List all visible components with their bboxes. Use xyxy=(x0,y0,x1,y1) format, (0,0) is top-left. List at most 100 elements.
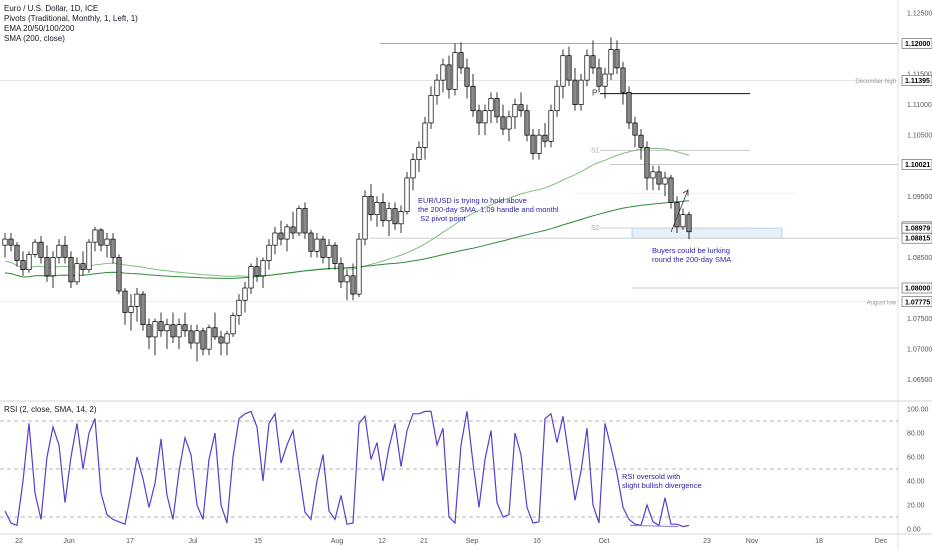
candle-body xyxy=(578,79,584,105)
time-tick: Jun xyxy=(63,538,74,545)
candle-body xyxy=(128,306,134,313)
candle-body xyxy=(524,110,530,136)
time-tick: Aug xyxy=(331,538,344,545)
candle-body xyxy=(116,257,122,292)
candle-body xyxy=(254,266,260,277)
candle-body xyxy=(176,324,182,338)
candle-body xyxy=(200,330,206,350)
candle-body xyxy=(668,177,674,203)
candle-body xyxy=(500,116,506,130)
candle-body xyxy=(470,85,476,112)
price-label: 1.08979 xyxy=(905,226,930,233)
rsi-legend: RSI (2, close, SMA, 14, 2) xyxy=(4,405,97,414)
price-label-box xyxy=(901,38,932,49)
price-label: 1.08000 xyxy=(905,286,930,293)
candle-body xyxy=(584,55,590,81)
candle-body xyxy=(392,208,398,225)
chart-legend: Euro / U.S. Dollar, 1D, ICE Pivots (Trad… xyxy=(4,4,138,44)
candle-body xyxy=(164,324,170,332)
candle-body xyxy=(230,315,236,335)
candle-body xyxy=(632,122,638,136)
legend-pivots: Pivots (Traditional, Monthly, 1, Left, 1… xyxy=(4,14,138,23)
candle-body xyxy=(362,195,368,240)
candle-body xyxy=(26,254,32,271)
candle-body xyxy=(686,214,692,233)
candle-body xyxy=(314,238,320,252)
candle-body xyxy=(518,104,524,112)
candle-body xyxy=(548,110,554,142)
time-tick: 23 xyxy=(703,538,711,545)
candle-body xyxy=(218,336,224,344)
candle-body xyxy=(92,229,98,243)
time-tick: Jul xyxy=(189,538,198,545)
candle-body xyxy=(644,147,650,179)
time-tick: Sep xyxy=(466,538,479,545)
candle-body xyxy=(434,79,440,96)
candle-body xyxy=(260,260,266,277)
candle-body xyxy=(572,79,578,105)
annotation-buyers-note: Buyers could be lurking round the 200-da… xyxy=(652,246,732,264)
price-tick: 1.11000 xyxy=(907,102,932,109)
candle-body xyxy=(380,202,386,222)
candle-body xyxy=(338,263,344,283)
price-label: 1.08815 xyxy=(905,236,930,243)
candle-body xyxy=(560,55,566,87)
candle-body xyxy=(146,324,152,338)
legend-sma: SMA (200, close) xyxy=(4,34,65,43)
candle-body xyxy=(224,333,230,344)
candle-body xyxy=(374,202,380,215)
candle-body xyxy=(152,321,158,338)
candle-body xyxy=(248,266,254,289)
candle-body xyxy=(212,327,218,338)
rsi-tick: 40.00 xyxy=(907,479,925,486)
price-tick: 1.08500 xyxy=(907,255,932,262)
pivot-label-s2: S2 xyxy=(591,225,600,232)
candle-body xyxy=(488,98,494,112)
rsi-tick: 20.00 xyxy=(907,503,925,510)
candle-body xyxy=(482,110,488,124)
price-label-box xyxy=(901,75,932,86)
candle-body xyxy=(494,98,500,118)
candle-body xyxy=(20,260,26,271)
candle-body xyxy=(278,232,284,240)
time-tick: 18 xyxy=(815,538,823,545)
candle-body xyxy=(326,244,332,258)
candle-body xyxy=(536,134,542,154)
candle-body xyxy=(290,226,296,234)
price-tick: 1.06500 xyxy=(907,377,932,384)
candle-body xyxy=(590,55,596,69)
candle-body xyxy=(134,293,140,307)
candle-body xyxy=(566,55,572,81)
time-tick: 12 xyxy=(378,538,386,545)
candle-body xyxy=(38,241,44,258)
candle-body xyxy=(80,263,86,271)
candle-body xyxy=(236,299,242,316)
candle-body xyxy=(206,327,212,350)
candle-body xyxy=(452,52,458,90)
candle-body xyxy=(662,177,668,185)
candle-body xyxy=(398,211,404,225)
candle-body xyxy=(56,244,62,258)
candle-body xyxy=(506,116,512,130)
rsi-tick: 60.00 xyxy=(907,455,925,462)
pivot-label-p: P xyxy=(592,89,597,98)
candle-body xyxy=(110,238,116,258)
candle-body xyxy=(266,244,272,261)
candle-body xyxy=(428,95,434,124)
time-tick: 16 xyxy=(533,538,541,545)
candle-body xyxy=(194,330,200,344)
candle-body xyxy=(458,52,464,69)
candle-body xyxy=(32,241,38,255)
candle-body xyxy=(188,330,194,344)
legend-title: Euro / U.S. Dollar, 1D, ICE xyxy=(4,4,99,13)
candle-body xyxy=(296,208,302,234)
price-label: 1.07775 xyxy=(905,299,930,306)
candle-body xyxy=(596,67,602,87)
price-tick: 1.12500 xyxy=(907,10,932,17)
price-label-box xyxy=(901,159,932,170)
rsi-divergence-line xyxy=(629,524,679,528)
candle-body xyxy=(608,49,614,75)
candle-body xyxy=(170,324,176,338)
candle-body xyxy=(182,324,188,332)
price-label: 1.10021 xyxy=(905,162,930,169)
